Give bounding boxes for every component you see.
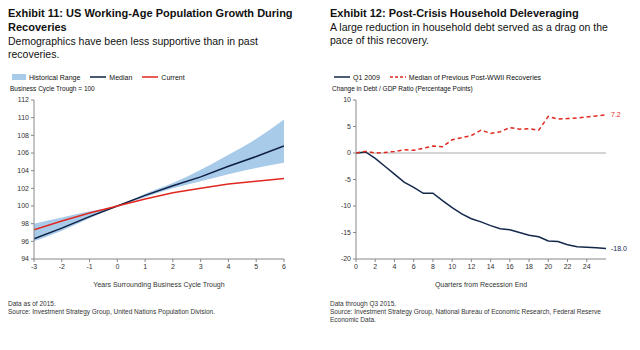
svg-text:108: 108 [17, 132, 29, 139]
svg-text:-5: -5 [345, 176, 351, 183]
svg-text:-20: -20 [341, 255, 351, 262]
svg-text:102: 102 [17, 185, 29, 192]
svg-text:1: 1 [143, 263, 147, 270]
svg-text:5: 5 [254, 263, 258, 270]
html-text:Data as of 2015.: Data as of 2015. [8, 300, 56, 307]
svg-text:0: 0 [347, 149, 351, 156]
svg-text:6: 6 [412, 263, 416, 270]
svg-text:2: 2 [373, 263, 377, 270]
svg-text:-3: -3 [31, 263, 37, 270]
svg-text:-1: -1 [86, 263, 92, 270]
svg-text:14: 14 [487, 263, 495, 270]
svg-text:110: 110 [18, 114, 29, 121]
svg-text:-15: -15 [341, 229, 351, 236]
html-text:Exhibit 11: US Working-Age Pop: Exhibit 11: US Working-Age Population Gr… [8, 7, 293, 33]
html-text:Source: Investment Strategy Gr: Source: Investment Strategy Group, Unite… [8, 308, 215, 315]
svg-text:22: 22 [564, 263, 572, 270]
html-text:Median: Median [109, 73, 133, 81]
html-text:Median of Previous Post-WWII R: Median of Previous Post-WWII Recoveries [408, 73, 542, 81]
svg-text:4: 4 [226, 263, 230, 270]
html-text:Data through Q3 2015.: Data through Q3 2015. [330, 300, 397, 307]
svg-text:5: 5 [347, 123, 351, 130]
svg-text:24: 24 [583, 263, 591, 270]
html-text:Current: Current [161, 73, 185, 81]
svg-text:96: 96 [21, 238, 29, 245]
svg-text:0: 0 [354, 263, 358, 270]
svg-text:112: 112 [18, 96, 29, 103]
svg-text:7.2: 7.2 [611, 111, 621, 118]
svg-text:100: 100 [17, 202, 29, 209]
html-text:Source: Investment Strategy Gr: Source: Investment Strategy Group, Natio… [330, 308, 601, 323]
html-text:Historical Range: Historical Range [29, 73, 81, 81]
svg-text:Quarters from Recession End: Quarters from Recession End [435, 281, 527, 289]
svg-text:10: 10 [343, 96, 351, 103]
svg-text:8: 8 [431, 263, 435, 270]
svg-text:2: 2 [171, 263, 175, 270]
svg-text:106: 106 [17, 149, 29, 156]
svg-text:104: 104 [17, 167, 29, 174]
svg-text:94: 94 [21, 255, 29, 262]
svg-text:0: 0 [115, 263, 119, 270]
svg-text:Years Surrounding Business Cyc: Years Surrounding Business Cycle Trough [93, 281, 224, 289]
html-text:Business Cycle Trough = 100: Business Cycle Trough = 100 [10, 85, 95, 92]
html-text:Q1 2009: Q1 2009 [353, 73, 380, 81]
html-text:A large reduction in household: A large reduction in household debt serv… [330, 21, 608, 46]
svg-text:-2: -2 [59, 263, 65, 270]
html-text:Exhibit 12: Post-Crisis Househ: Exhibit 12: Post-Crisis Household Deleve… [330, 7, 579, 19]
svg-text:-10: -10 [341, 202, 351, 209]
svg-text:10: 10 [448, 263, 456, 270]
svg-text:16: 16 [506, 263, 514, 270]
svg-text:12: 12 [467, 263, 475, 270]
svg-text:3: 3 [199, 263, 203, 270]
svg-text:6: 6 [282, 263, 286, 270]
svg-text:20: 20 [544, 263, 552, 270]
svg-text:-18.0: -18.0 [611, 245, 627, 252]
html-text:Change in Debt / GDP Ratio (Pe: Change in Debt / GDP Ratio (Percentage P… [332, 85, 473, 92]
svg-text:98: 98 [21, 220, 29, 227]
html-text:Demographics have been less su: Demographics have been less supportive t… [8, 35, 258, 60]
svg-text:4: 4 [393, 263, 397, 270]
svg-text:18: 18 [525, 263, 533, 270]
